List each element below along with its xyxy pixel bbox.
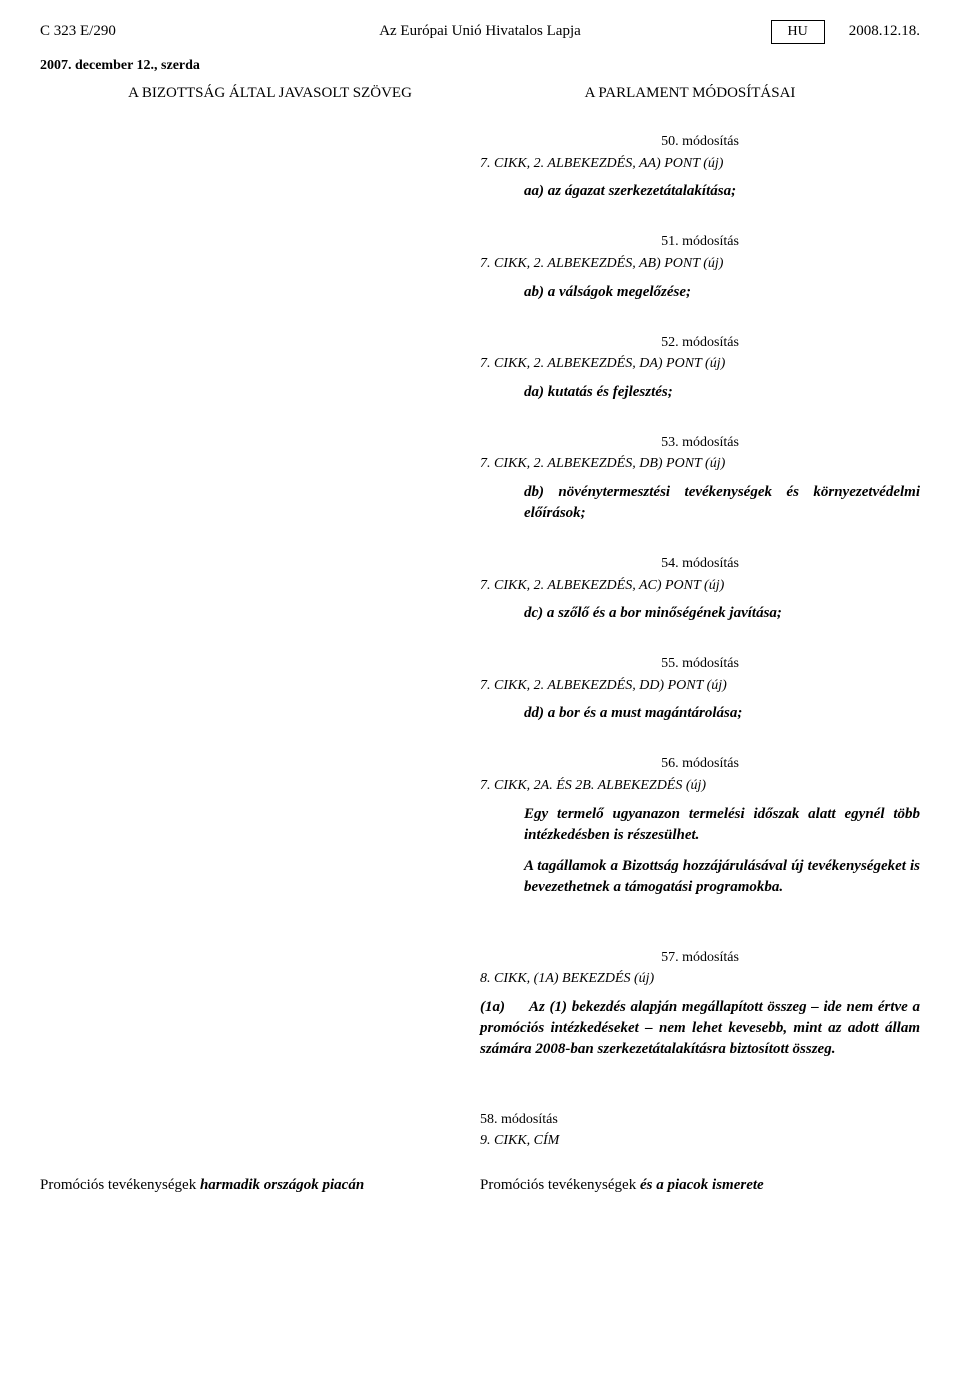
header-date: 2008.12.18. xyxy=(849,21,920,42)
amendment-number: 54. módosítás xyxy=(480,554,920,574)
column-headers: A BIZOTTSÁG ÁLTAL JAVASOLT SZÖVEG A PARL… xyxy=(40,83,920,104)
footer-right: Promóciós tevékenységek és a piacok isme… xyxy=(480,1175,920,1196)
amendment-text: aa) az ágazat szerkezetátalakítása; xyxy=(480,181,920,202)
amendment-text: dd) a bor és a must magántárolása; xyxy=(480,703,920,724)
amendment-57-label: (1a) xyxy=(480,999,529,1015)
col-header-right: A PARLAMENT MÓDOSÍTÁSAI xyxy=(480,83,920,104)
amendment-55: 55. módosítás 7. CIKK, 2. ALBEKEZDÉS, DD… xyxy=(480,654,920,724)
amendment-text: (1a)Az (1) bekezdés alapján megállapítot… xyxy=(480,997,920,1060)
amendment-article: 7. CIKK, 2. ALBEKEZDÉS, AA) PONT (új) xyxy=(480,154,920,174)
amendment-57-body: Az (1) bekezdés alapján megállapított ös… xyxy=(480,999,920,1057)
amendment-number: 51. módosítás xyxy=(480,232,920,252)
amendment-article: 7. CIKK, 2. ALBEKEZDÉS, DD) PONT (új) xyxy=(480,676,920,696)
amendment-57: 57. módosítás 8. CIKK, (1A) BEKEZDÉS (új… xyxy=(480,948,920,1060)
amendment-51: 51. módosítás 7. CIKK, 2. ALBEKEZDÉS, AB… xyxy=(480,232,920,302)
amendment-50: 50. módosítás 7. CIKK, 2. ALBEKEZDÉS, AA… xyxy=(480,132,920,202)
footer-compare: Promóciós tevékenységek harmadik országo… xyxy=(40,1175,920,1196)
session-date: 2007. december 12., szerda xyxy=(40,56,920,76)
amendment-number: 57. módosítás xyxy=(480,948,920,968)
footer-left: Promóciós tevékenységek harmadik országo… xyxy=(40,1175,480,1196)
footer-right-bold: és a piacok ismerete xyxy=(640,1177,764,1193)
amendment-number: 53. módosítás xyxy=(480,433,920,453)
amendment-article: 7. CIKK, 2. ALBEKEZDÉS, DB) PONT (új) xyxy=(480,454,920,474)
amendment-58: 58. módosítás 9. CIKK, CÍM xyxy=(480,1110,920,1151)
amendment-56: 56. módosítás 7. CIKK, 2A. ÉS 2B. ALBEKE… xyxy=(480,754,920,897)
amendment-article: 8. CIKK, (1A) BEKEZDÉS (új) xyxy=(480,969,920,989)
amendment-number: 58. módosítás xyxy=(480,1110,920,1130)
amendment-number: 52. módosítás xyxy=(480,333,920,353)
amendment-number: 55. módosítás xyxy=(480,654,920,674)
amendment-article: 7. CIKK, 2. ALBEKEZDÉS, DA) PONT (új) xyxy=(480,354,920,374)
header-ref: C 323 E/290 xyxy=(40,21,260,42)
col-header-left: A BIZOTTSÁG ÁLTAL JAVASOLT SZÖVEG xyxy=(40,83,480,104)
amendment-article: 7. CIKK, 2. ALBEKEZDÉS, AC) PONT (új) xyxy=(480,576,920,596)
page-header: C 323 E/290 Az Európai Unió Hivatalos La… xyxy=(40,20,920,44)
amendment-52: 52. módosítás 7. CIKK, 2. ALBEKEZDÉS, DA… xyxy=(480,333,920,403)
amendment-text: db) növénytermesztési tevékenységek és k… xyxy=(480,482,920,524)
amendment-54: 54. módosítás 7. CIKK, 2. ALBEKEZDÉS, AC… xyxy=(480,554,920,624)
header-right: HU 2008.12.18. xyxy=(700,20,920,44)
amendment-text: dc) a szőlő és a bor minőségének javítás… xyxy=(480,603,920,624)
amendment-para2: A tagállamok a Bizottság hozzájárulásáva… xyxy=(480,856,920,898)
amendment-number: 50. módosítás xyxy=(480,132,920,152)
footer-left-plain: Promóciós tevékenységek xyxy=(40,1177,200,1193)
header-title: Az Európai Unió Hivatalos Lapja xyxy=(260,21,700,42)
footer-right-plain: Promóciós tevékenységek xyxy=(480,1177,640,1193)
amendment-53: 53. módosítás 7. CIKK, 2. ALBEKEZDÉS, DB… xyxy=(480,433,920,524)
amendment-text: ab) a válságok megelőzése; xyxy=(480,282,920,303)
amendment-text: da) kutatás és fejlesztés; xyxy=(480,382,920,403)
footer-left-bold: harmadik országok piacán xyxy=(200,1177,364,1193)
amendment-article: 7. CIKK, 2. ALBEKEZDÉS, AB) PONT (új) xyxy=(480,254,920,274)
amendment-para1: Egy termelő ugyanazon termelési időszak … xyxy=(480,804,920,846)
language-box: HU xyxy=(771,20,825,44)
amendment-article: 7. CIKK, 2A. ÉS 2B. ALBEKEZDÉS (új) xyxy=(480,776,920,796)
amendment-number: 56. módosítás xyxy=(480,754,920,774)
amendment-article: 9. CIKK, CÍM xyxy=(480,1131,920,1151)
